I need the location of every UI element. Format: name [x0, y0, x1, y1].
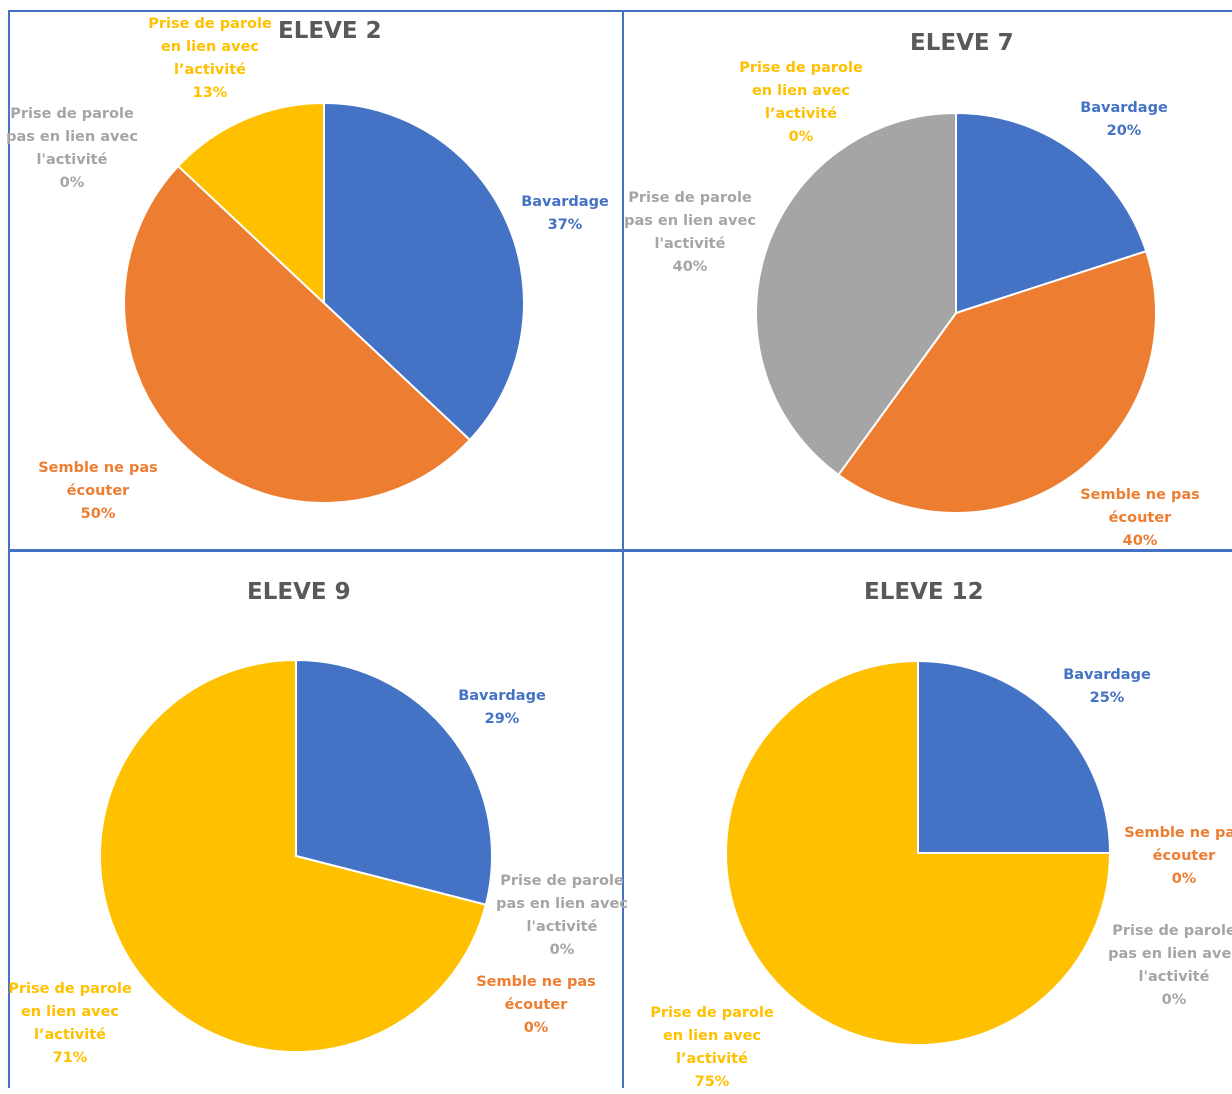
- data-label-line: l’activité: [174, 62, 246, 78]
- data-label-line: écouter: [1108, 510, 1172, 526]
- pie-slice-bavardage: [295, 658, 493, 906]
- data-label-prise: Prise de parole en lien avec l’activité 13%: [148, 13, 272, 105]
- pie-slice-bavardage: [917, 659, 1112, 854]
- data-label-line: pas en lien avec: [624, 213, 756, 229]
- data-label-line: Prise de parole: [628, 190, 752, 206]
- data-label-line: écouter: [1152, 848, 1216, 864]
- data-label-semble: Semble ne pas écouter 0%: [476, 971, 596, 1040]
- data-label-line: Bavardage: [458, 688, 546, 704]
- chart-eleve-12: ELEVE 12 Bavardage 25% Semble ne pas écoute…: [624, 552, 1232, 1090]
- pie-slice-semble: [123, 164, 472, 504]
- data-label-bavardage: Bavardage 20%: [1080, 97, 1168, 143]
- data-label-percent: 0%: [1161, 992, 1187, 1008]
- data-label-line: l'activité: [526, 919, 598, 935]
- data-label-percent: 40%: [672, 259, 708, 275]
- data-label-line: l’activité: [765, 106, 837, 122]
- data-label-bavardage: Bavardage 29%: [458, 685, 546, 731]
- data-label-line: l'activité: [36, 152, 108, 168]
- data-label-prise: Prise de parole en lien avec l’activité 75%: [650, 1002, 774, 1094]
- data-label-line: en lien avec: [160, 39, 260, 55]
- data-label-percent: 0%: [788, 129, 814, 145]
- data-label-line: écouter: [504, 997, 568, 1013]
- data-label-bavardage: Bavardage 37%: [521, 191, 609, 237]
- pie-slice-hors: [755, 111, 957, 477]
- data-label-bavardage: Bavardage 25%: [1063, 664, 1151, 710]
- data-label-line: Semble ne pas: [38, 460, 158, 476]
- data-label-line: Semble ne pas: [1124, 825, 1232, 841]
- data-label-hors: Prise de parole pas en lien avec l'activit…: [496, 870, 628, 962]
- data-label-line: en lien avec: [751, 83, 851, 99]
- data-label-percent: 75%: [694, 1074, 730, 1090]
- pie-chart-eleve-9: [99, 658, 493, 1053]
- pie-slice-bavardage: [323, 101, 525, 442]
- data-label-line: en lien avec: [662, 1028, 762, 1044]
- data-label-line: Semble ne pas: [1080, 487, 1200, 503]
- data-label-line: Prise de parole: [739, 60, 863, 76]
- data-label-hors: Prise de parole pas en lien avec l'activit…: [624, 187, 756, 279]
- pie-slice-bavardage: [955, 111, 1148, 315]
- data-label-line: Prise de parole: [500, 873, 624, 889]
- data-label-line: Bavardage: [1063, 667, 1151, 683]
- data-label-percent: 0%: [1171, 871, 1197, 887]
- border-middle-horizontal: [8, 549, 1232, 552]
- data-label-percent: 0%: [523, 1020, 549, 1036]
- data-label-line: Bavardage: [521, 194, 609, 210]
- chart-title: ELEVE 9: [247, 579, 351, 605]
- pie-slice-semble: [837, 249, 1157, 514]
- data-label-hors: Prise de parole pas en lien avec l'activit…: [1108, 920, 1232, 1012]
- data-label-percent: 71%: [52, 1050, 88, 1066]
- data-label-line: Prise de parole: [1112, 923, 1232, 939]
- data-label-semble: Semble ne pas écouter 50%: [38, 457, 158, 526]
- pie-slice-prise: [176, 101, 325, 306]
- data-label-percent: 13%: [192, 85, 228, 101]
- chart-title: ELEVE 7: [910, 30, 1014, 56]
- data-label-line: en lien avec: [20, 1004, 120, 1020]
- data-label-percent: 0%: [549, 942, 575, 958]
- pie-slice-prise: [725, 659, 1112, 1046]
- data-label-percent: 25%: [1089, 690, 1125, 706]
- chart-title: ELEVE 2: [278, 18, 382, 44]
- data-label-line: Bavardage: [1080, 100, 1168, 116]
- data-label-line: écouter: [66, 483, 130, 499]
- data-label-percent: 29%: [484, 711, 520, 727]
- data-label-prise: Prise de parole en lien avec l’activité 71%: [8, 978, 132, 1070]
- data-label-line: l’activité: [34, 1027, 106, 1043]
- pie-chart-eleve-12: [725, 659, 1112, 1046]
- data-label-line: l'activité: [1138, 969, 1210, 985]
- pie-slice-prise: [99, 658, 488, 1053]
- data-label-percent: 50%: [80, 506, 116, 522]
- data-label-percent: 37%: [547, 217, 583, 233]
- data-label-line: Prise de parole: [10, 106, 134, 122]
- pie-chart-eleve-7: [755, 111, 1157, 514]
- data-label-semble: Semble ne pas écouter 0%: [1124, 822, 1232, 891]
- data-label-line: Prise de parole: [650, 1005, 774, 1021]
- data-label-line: pas en lien avec: [6, 129, 138, 145]
- data-label-line: pas en lien avec: [496, 896, 628, 912]
- data-label-prise: Prise de parole en lien avec l’activité 0%: [739, 57, 863, 149]
- chart-eleve-2: ELEVE 2 Bavardage 37% Semble ne pas écouter…: [0, 0, 622, 550]
- chart-eleve-7: ELEVE 7 Bavardage 20% Semble ne pas écouter…: [624, 0, 1232, 550]
- data-label-hors: Prise de parole pas en lien avec l'activit…: [6, 103, 138, 195]
- data-label-percent: 40%: [1122, 533, 1158, 549]
- border-top: [8, 10, 1232, 12]
- chart-eleve-9: ELEVE 9 Bavardage 29% Prise de parole pas e…: [0, 552, 628, 1088]
- data-label-line: Semble ne pas: [476, 974, 596, 990]
- data-label-line: l'activité: [654, 236, 726, 252]
- data-label-percent: 0%: [59, 175, 85, 191]
- data-label-line: l’activité: [676, 1051, 748, 1067]
- chart-title: ELEVE 12: [864, 579, 984, 605]
- data-label-line: Prise de parole: [148, 16, 272, 32]
- pie-chart-eleve-2: [123, 101, 525, 504]
- data-label-line: pas en lien avec: [1108, 946, 1232, 962]
- data-label-percent: 20%: [1106, 123, 1142, 139]
- data-label-line: Prise de parole: [8, 981, 132, 997]
- data-label-semble: Semble ne pas écouter 40%: [1080, 484, 1200, 553]
